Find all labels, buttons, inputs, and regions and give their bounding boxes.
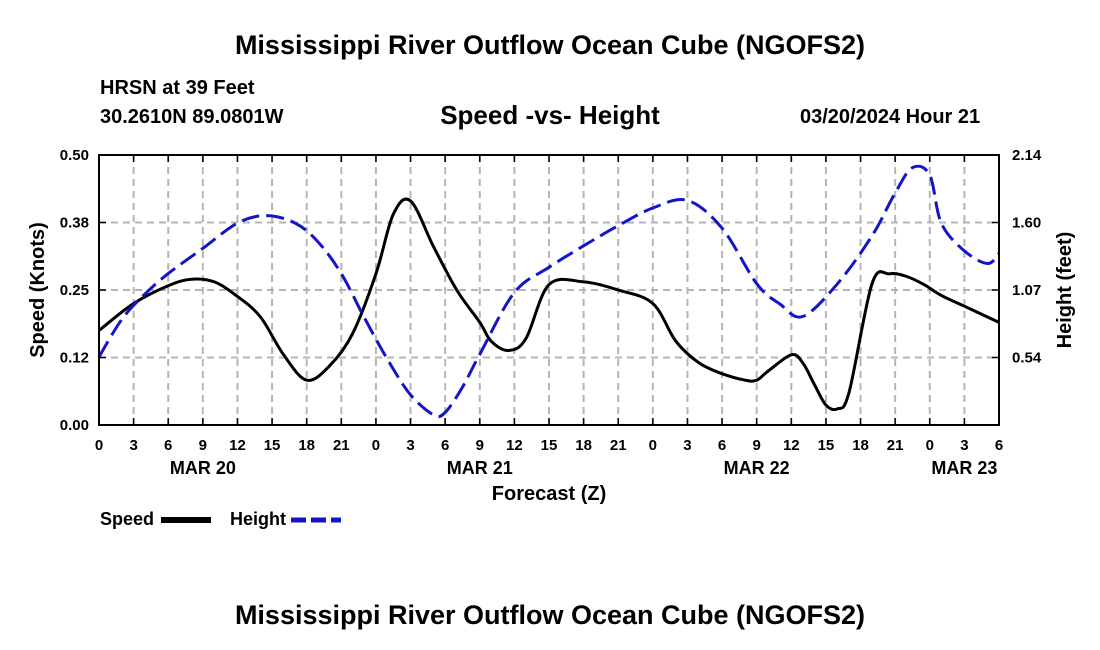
x-tick-label: 6 [164, 437, 172, 454]
y-tick-label-left: 0.50 [60, 147, 89, 164]
y-tick-label-right: 2.14 [1012, 147, 1042, 164]
date-label: MAR 22 [724, 458, 790, 478]
x-tick-label: 15 [264, 437, 281, 454]
x-tick-label: 3 [129, 437, 137, 454]
station-name: HRSN at 39 Feet [100, 77, 255, 99]
x-tick-label: 15 [818, 437, 835, 454]
station-coords: 30.2610N 89.0801W [100, 106, 284, 128]
x-tick-label: 12 [229, 437, 246, 454]
x-tick-label: 6 [995, 437, 1003, 454]
x-tick-label: 0 [372, 437, 380, 454]
x-tick-label: 3 [683, 437, 691, 454]
page-title: Mississippi River Outflow Ocean Cube (NG… [234, 30, 866, 60]
y-tick-label-right: 1.60 [1012, 215, 1041, 232]
x-axis-label: Forecast (Z) [492, 483, 606, 505]
legend-height-label: Height [230, 509, 286, 529]
x-tick-label: 9 [199, 437, 207, 454]
y-tick-label-right: 1.07 [1012, 282, 1041, 299]
x-tick-label: 9 [476, 437, 484, 454]
x-tick-label: 3 [406, 437, 414, 454]
x-tick-label: 21 [610, 437, 627, 454]
chart-title: Speed -vs- Height [440, 100, 660, 130]
x-tick-label: 0 [649, 437, 657, 454]
axis-ticks: 0 3 6 9 12 15 18 21 0 3 6 9 12 15 18 21 0 3 6 9 12 15 18 21 0 3 6 0… [60, 147, 1042, 478]
series-layer [97, 164, 1001, 419]
y-axis-label-right: Height (feet) [1054, 232, 1076, 349]
x-tick-label: 9 [753, 437, 761, 454]
speed-series-line [98, 197, 1000, 412]
y-tick-label-left: 0.38 [60, 215, 89, 232]
x-tick-label: 18 [852, 437, 869, 454]
footer-title: Mississippi River Outflow Ocean Cube (NG… [234, 600, 866, 630]
y-tick-label-left: 0.25 [60, 282, 89, 299]
y-tick-label-left: 0.00 [60, 417, 89, 434]
date-label: MAR 20 [170, 458, 236, 478]
y-axis-label-left: Speed (Knots) [27, 222, 49, 358]
x-tick-label: 21 [333, 437, 350, 454]
x-tick-label: 12 [506, 437, 523, 454]
legend-speed-label: Speed [100, 509, 155, 529]
issued-datetime: 03/20/2024 Hour 21 [800, 106, 981, 128]
x-tick-label: 15 [541, 437, 558, 454]
date-label: MAR 23 [931, 458, 997, 478]
x-tick-label: 3 [960, 437, 968, 454]
x-tick-label: 12 [783, 437, 800, 454]
y-tick-label-right: 0.54 [1012, 350, 1042, 367]
x-tick-label: 0 [95, 437, 103, 454]
x-tick-label: 18 [298, 437, 315, 454]
x-tick-label: 0 [926, 437, 934, 454]
x-tick-label: 21 [887, 437, 904, 454]
grid-lines [99, 154, 999, 425]
y-tick-label-left: 0.12 [60, 350, 89, 367]
x-tick-label: 18 [575, 437, 592, 454]
date-label: MAR 21 [447, 458, 513, 478]
x-tick-label: 6 [441, 437, 449, 454]
x-tick-label: 6 [718, 437, 726, 454]
